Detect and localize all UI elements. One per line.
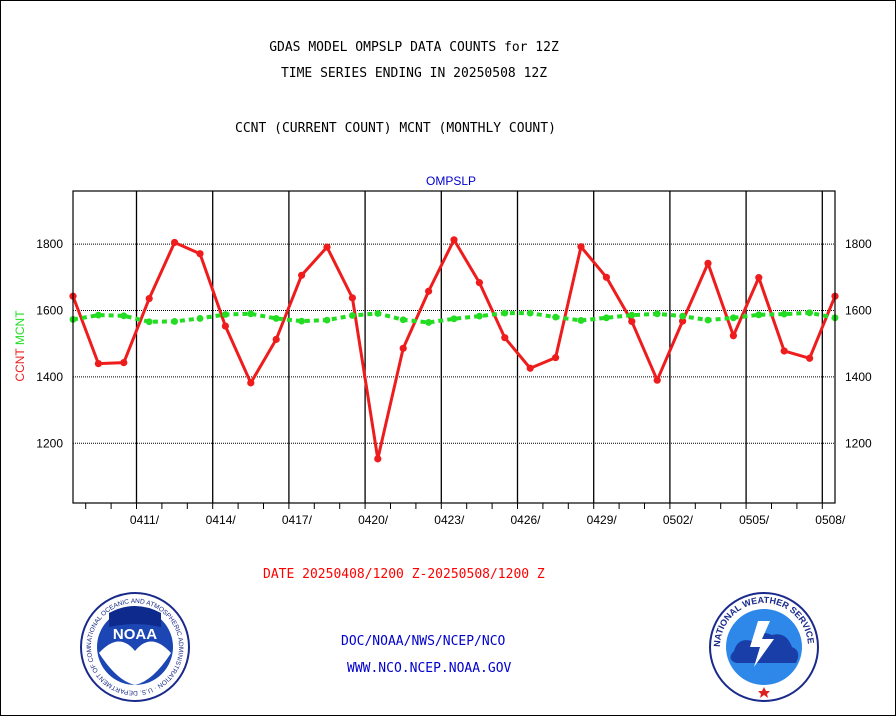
ccnt-point (221, 322, 229, 330)
x-tick-label: 0411/ (130, 513, 160, 527)
ccnt-point (425, 287, 433, 295)
ccnt-point (323, 243, 331, 251)
axis-ticks (85, 503, 823, 509)
ccnt-point (272, 335, 280, 343)
plot-border (72, 190, 836, 504)
mcnt-point (501, 309, 509, 317)
mcnt-point (679, 312, 686, 320)
x-tick-label: 0502/ (663, 513, 694, 527)
ccnt-point (196, 250, 204, 258)
ccnt-point (501, 334, 509, 342)
svg-text:NOAA: NOAA (113, 626, 157, 643)
plot-area: 1200 1200 1400 1400 1600 1600 1800 1800 0411/041… (13, 174, 872, 527)
mcnt-point (298, 317, 305, 325)
chart-subtitle: CCNT (CURRENT COUNT) MCNT (MONTHLY COUNT… (235, 121, 556, 136)
mcnt-point (272, 315, 280, 322)
ccnt-point (348, 294, 356, 302)
org-line: DOC/NOAA/NWS/NCEP/NCO (341, 634, 506, 649)
ccnt-point (526, 364, 534, 372)
y-tick-label-left: 1600 (36, 303, 63, 317)
mcnt-point (145, 318, 153, 326)
ccnt-point (577, 243, 585, 251)
mcnt-point (120, 312, 128, 320)
chart-title-line2: TIME SERIES ENDING IN 20250508 12Z (280, 66, 548, 81)
mcnt-point (628, 311, 636, 319)
mcnt-point (171, 318, 179, 325)
x-tick-label: 0414/ (206, 513, 237, 527)
ccnt-point (704, 259, 712, 267)
ccnt-point (755, 274, 763, 282)
mcnt-point (603, 314, 610, 322)
x-tick-label: 0508/ (815, 513, 846, 527)
mcnt-point (552, 313, 559, 321)
mcnt-point (526, 309, 534, 317)
noaa-logo: NOAA NATIONAL OCEANIC AND ATMOSPHERIC AD… (79, 591, 190, 702)
ccnt-point (475, 279, 483, 287)
mcnt-point (349, 312, 356, 319)
y-tick-label-left: 1800 (36, 237, 63, 251)
series-line-ccnt (71, 238, 837, 461)
gridlines (73, 191, 835, 503)
y-axis-label: CCNT MCNT (13, 310, 27, 382)
ccnt-point (780, 347, 788, 355)
y-tick-label-left: 1200 (36, 436, 63, 450)
mcnt-point (730, 314, 737, 322)
nws-logo: NATIONAL WEATHER SERVICE (709, 592, 819, 702)
x-tick-label: 0429/ (587, 513, 618, 527)
plot-title: OMPSLP (426, 174, 476, 188)
ccnt-point (120, 359, 128, 367)
ccnt-point (552, 354, 560, 362)
ccnt-point (653, 376, 661, 384)
x-tick-label: 0505/ (739, 513, 770, 527)
ccnt-point (679, 317, 687, 325)
mcnt-point (780, 310, 788, 318)
ccnt-point (399, 344, 407, 352)
ccnt-point (450, 236, 458, 244)
ccnt-point (806, 354, 814, 362)
mcnt-point (247, 310, 255, 318)
x-tick-label: 0420/ (358, 513, 389, 527)
mcnt-point (755, 311, 763, 319)
x-tick-label: 0426/ (510, 513, 541, 527)
y-tick-label-right: 1800 (845, 237, 872, 251)
x-tick-label: 0423/ (434, 513, 465, 527)
date-range-label: DATE 20250408/1200 Z-20250508/1200 Z (263, 567, 545, 582)
x-tick-label: 0417/ (282, 513, 313, 527)
y-tick-label-right: 1200 (845, 436, 872, 450)
mcnt-point (222, 311, 229, 318)
ccnt-point (247, 379, 255, 387)
mcnt-point (425, 319, 432, 326)
ccnt-point (374, 455, 382, 463)
mcnt-point (476, 312, 483, 320)
mcnt-point (653, 310, 661, 318)
mcnt-point (374, 310, 382, 317)
axis-labels: 1200 1200 1400 1400 1600 1600 1800 1800 0411/041… (36, 237, 872, 527)
ccnt-point (145, 294, 153, 303)
mcnt-point (450, 315, 458, 323)
mcnt-point (399, 316, 407, 324)
ccnt-point (628, 317, 636, 326)
y-tick-label-right: 1600 (845, 303, 872, 317)
series-layer (69, 236, 839, 463)
ccnt-point (94, 359, 102, 368)
ccnt-point (729, 332, 738, 340)
ccnt-point (298, 271, 306, 279)
ccnt-point (171, 238, 179, 247)
mcnt-point (95, 311, 102, 319)
url-line: WWW.NCO.NCEP.NOAA.GOV (347, 661, 512, 676)
y-tick-label-left: 1400 (36, 370, 63, 384)
mcnt-point (806, 309, 813, 317)
y-tick-label-right: 1400 (845, 370, 872, 384)
chart-title-line1: GDAS MODEL OMPSLP DATA COUNTS for 12Z (269, 40, 559, 55)
mcnt-point (704, 316, 712, 324)
mcnt-point (323, 316, 331, 324)
ccnt-point (602, 273, 611, 281)
mcnt-point (196, 315, 204, 322)
mcnt-point (577, 317, 585, 324)
